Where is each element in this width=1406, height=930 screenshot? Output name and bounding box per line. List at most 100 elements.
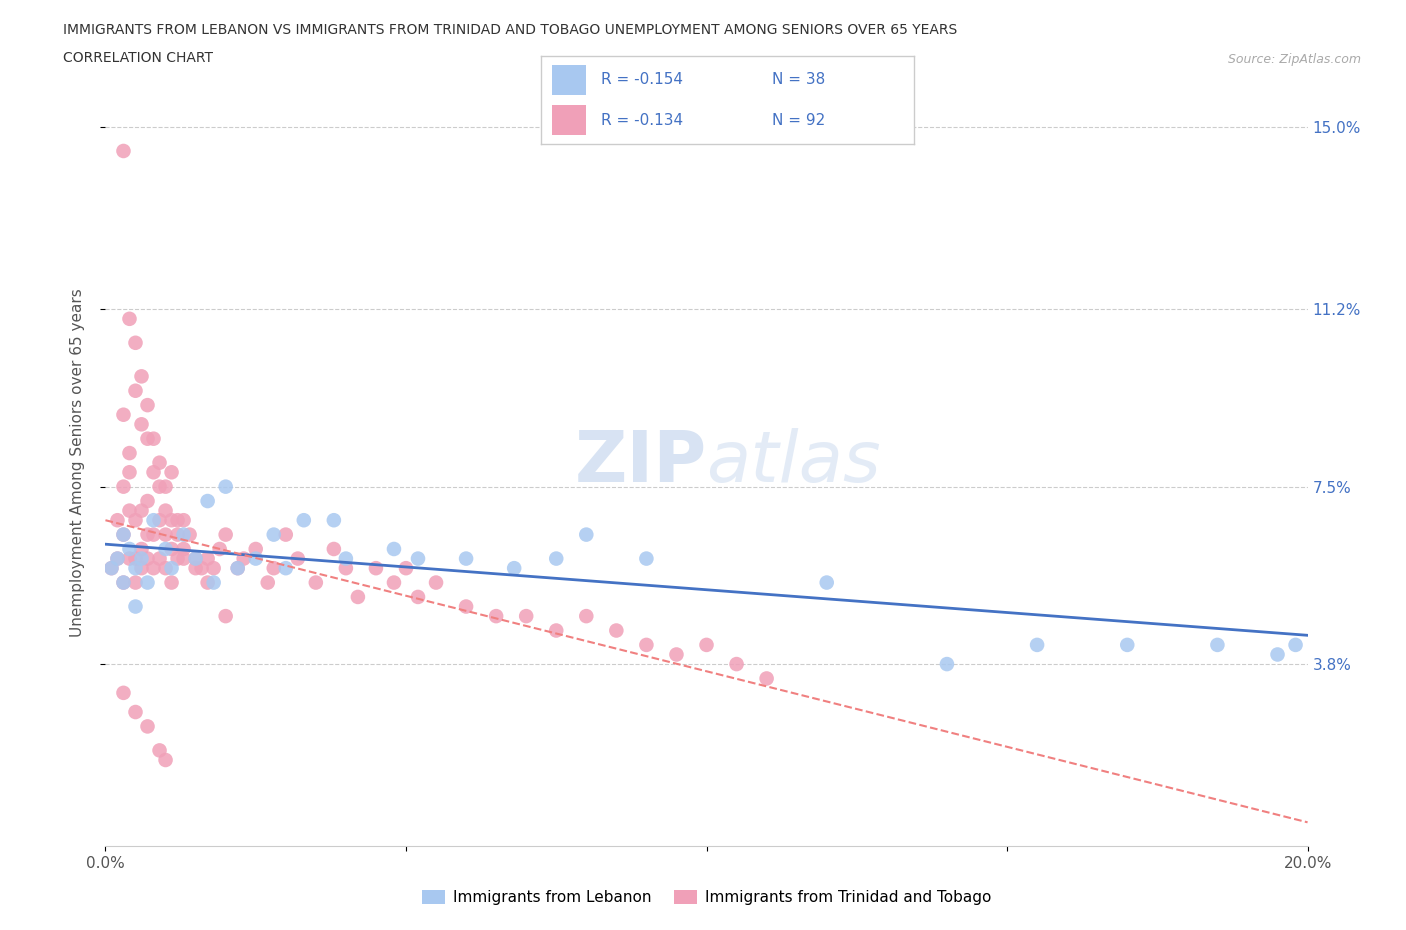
Point [503, 561, 526, 576]
Point [136, 575, 159, 590]
Point [124, 383, 146, 398]
Point [148, 743, 170, 758]
Point [112, 143, 135, 158]
Point [136, 551, 159, 566]
Point [131, 541, 153, 556]
Point [155, 541, 177, 556]
Point [1116, 637, 1139, 652]
Point [131, 369, 153, 384]
Point [155, 752, 177, 767]
Point [118, 465, 141, 480]
Point [575, 527, 598, 542]
Point [184, 561, 207, 576]
Point [160, 575, 183, 590]
Point [515, 609, 537, 624]
Point [202, 575, 225, 590]
Point [166, 551, 188, 566]
FancyBboxPatch shape [553, 65, 586, 95]
Point [155, 503, 177, 518]
Point [155, 479, 177, 494]
Point [173, 551, 195, 566]
Point [131, 417, 153, 432]
Point [546, 623, 568, 638]
Point [112, 575, 135, 590]
Point [454, 551, 477, 566]
Point [142, 512, 165, 527]
Point [1026, 637, 1049, 652]
Point [636, 551, 658, 566]
Point [226, 561, 249, 576]
Point [406, 590, 429, 604]
Point [173, 512, 195, 527]
Point [148, 479, 170, 494]
Point [287, 551, 309, 566]
Point [347, 590, 370, 604]
Point [274, 561, 297, 576]
Point [124, 512, 146, 527]
Point [124, 551, 146, 566]
Point [112, 479, 135, 494]
Point [124, 705, 146, 720]
Point [166, 527, 188, 542]
Point [124, 561, 146, 576]
Text: R = -0.134: R = -0.134 [600, 113, 683, 127]
Point [160, 512, 183, 527]
Point [425, 575, 447, 590]
Point [142, 465, 165, 480]
Point [322, 512, 344, 527]
Point [184, 551, 207, 566]
Point [232, 551, 254, 566]
Point [124, 599, 146, 614]
Point [256, 575, 278, 590]
Point [136, 494, 159, 509]
Point [142, 561, 165, 576]
Text: R = -0.154: R = -0.154 [600, 73, 683, 87]
Point [263, 561, 285, 576]
Point [107, 551, 129, 566]
Point [148, 551, 170, 566]
Point [382, 575, 405, 590]
Point [184, 551, 207, 566]
Y-axis label: Unemployment Among Seniors over 65 years: Unemployment Among Seniors over 65 years [70, 288, 84, 637]
Point [160, 561, 183, 576]
Point [190, 561, 212, 576]
Point [575, 609, 598, 624]
Point [292, 512, 315, 527]
Point [364, 561, 387, 576]
Point [197, 551, 219, 566]
Point [214, 479, 236, 494]
Point [214, 527, 236, 542]
Point [166, 512, 188, 527]
Point [112, 527, 135, 542]
Point [173, 527, 195, 542]
Point [118, 312, 141, 326]
Point [197, 575, 219, 590]
Point [197, 494, 219, 509]
Point [100, 561, 122, 576]
Point [605, 623, 627, 638]
Point [1284, 637, 1306, 652]
Point [124, 575, 146, 590]
Point [755, 671, 778, 686]
Point [142, 527, 165, 542]
Text: N = 92: N = 92 [772, 113, 825, 127]
Point [155, 561, 177, 576]
Point [118, 551, 141, 566]
Point [214, 609, 236, 624]
Point [226, 561, 249, 576]
FancyBboxPatch shape [553, 105, 586, 136]
Point [395, 561, 418, 576]
Point [118, 541, 141, 556]
Point [124, 336, 146, 351]
Point [382, 541, 405, 556]
Point [274, 527, 297, 542]
Point [725, 657, 748, 671]
Point [665, 647, 688, 662]
Point [202, 561, 225, 576]
Point [245, 551, 267, 566]
Point [263, 527, 285, 542]
Point [173, 541, 195, 556]
Point [142, 432, 165, 446]
Point [335, 561, 357, 576]
Point [245, 541, 267, 556]
